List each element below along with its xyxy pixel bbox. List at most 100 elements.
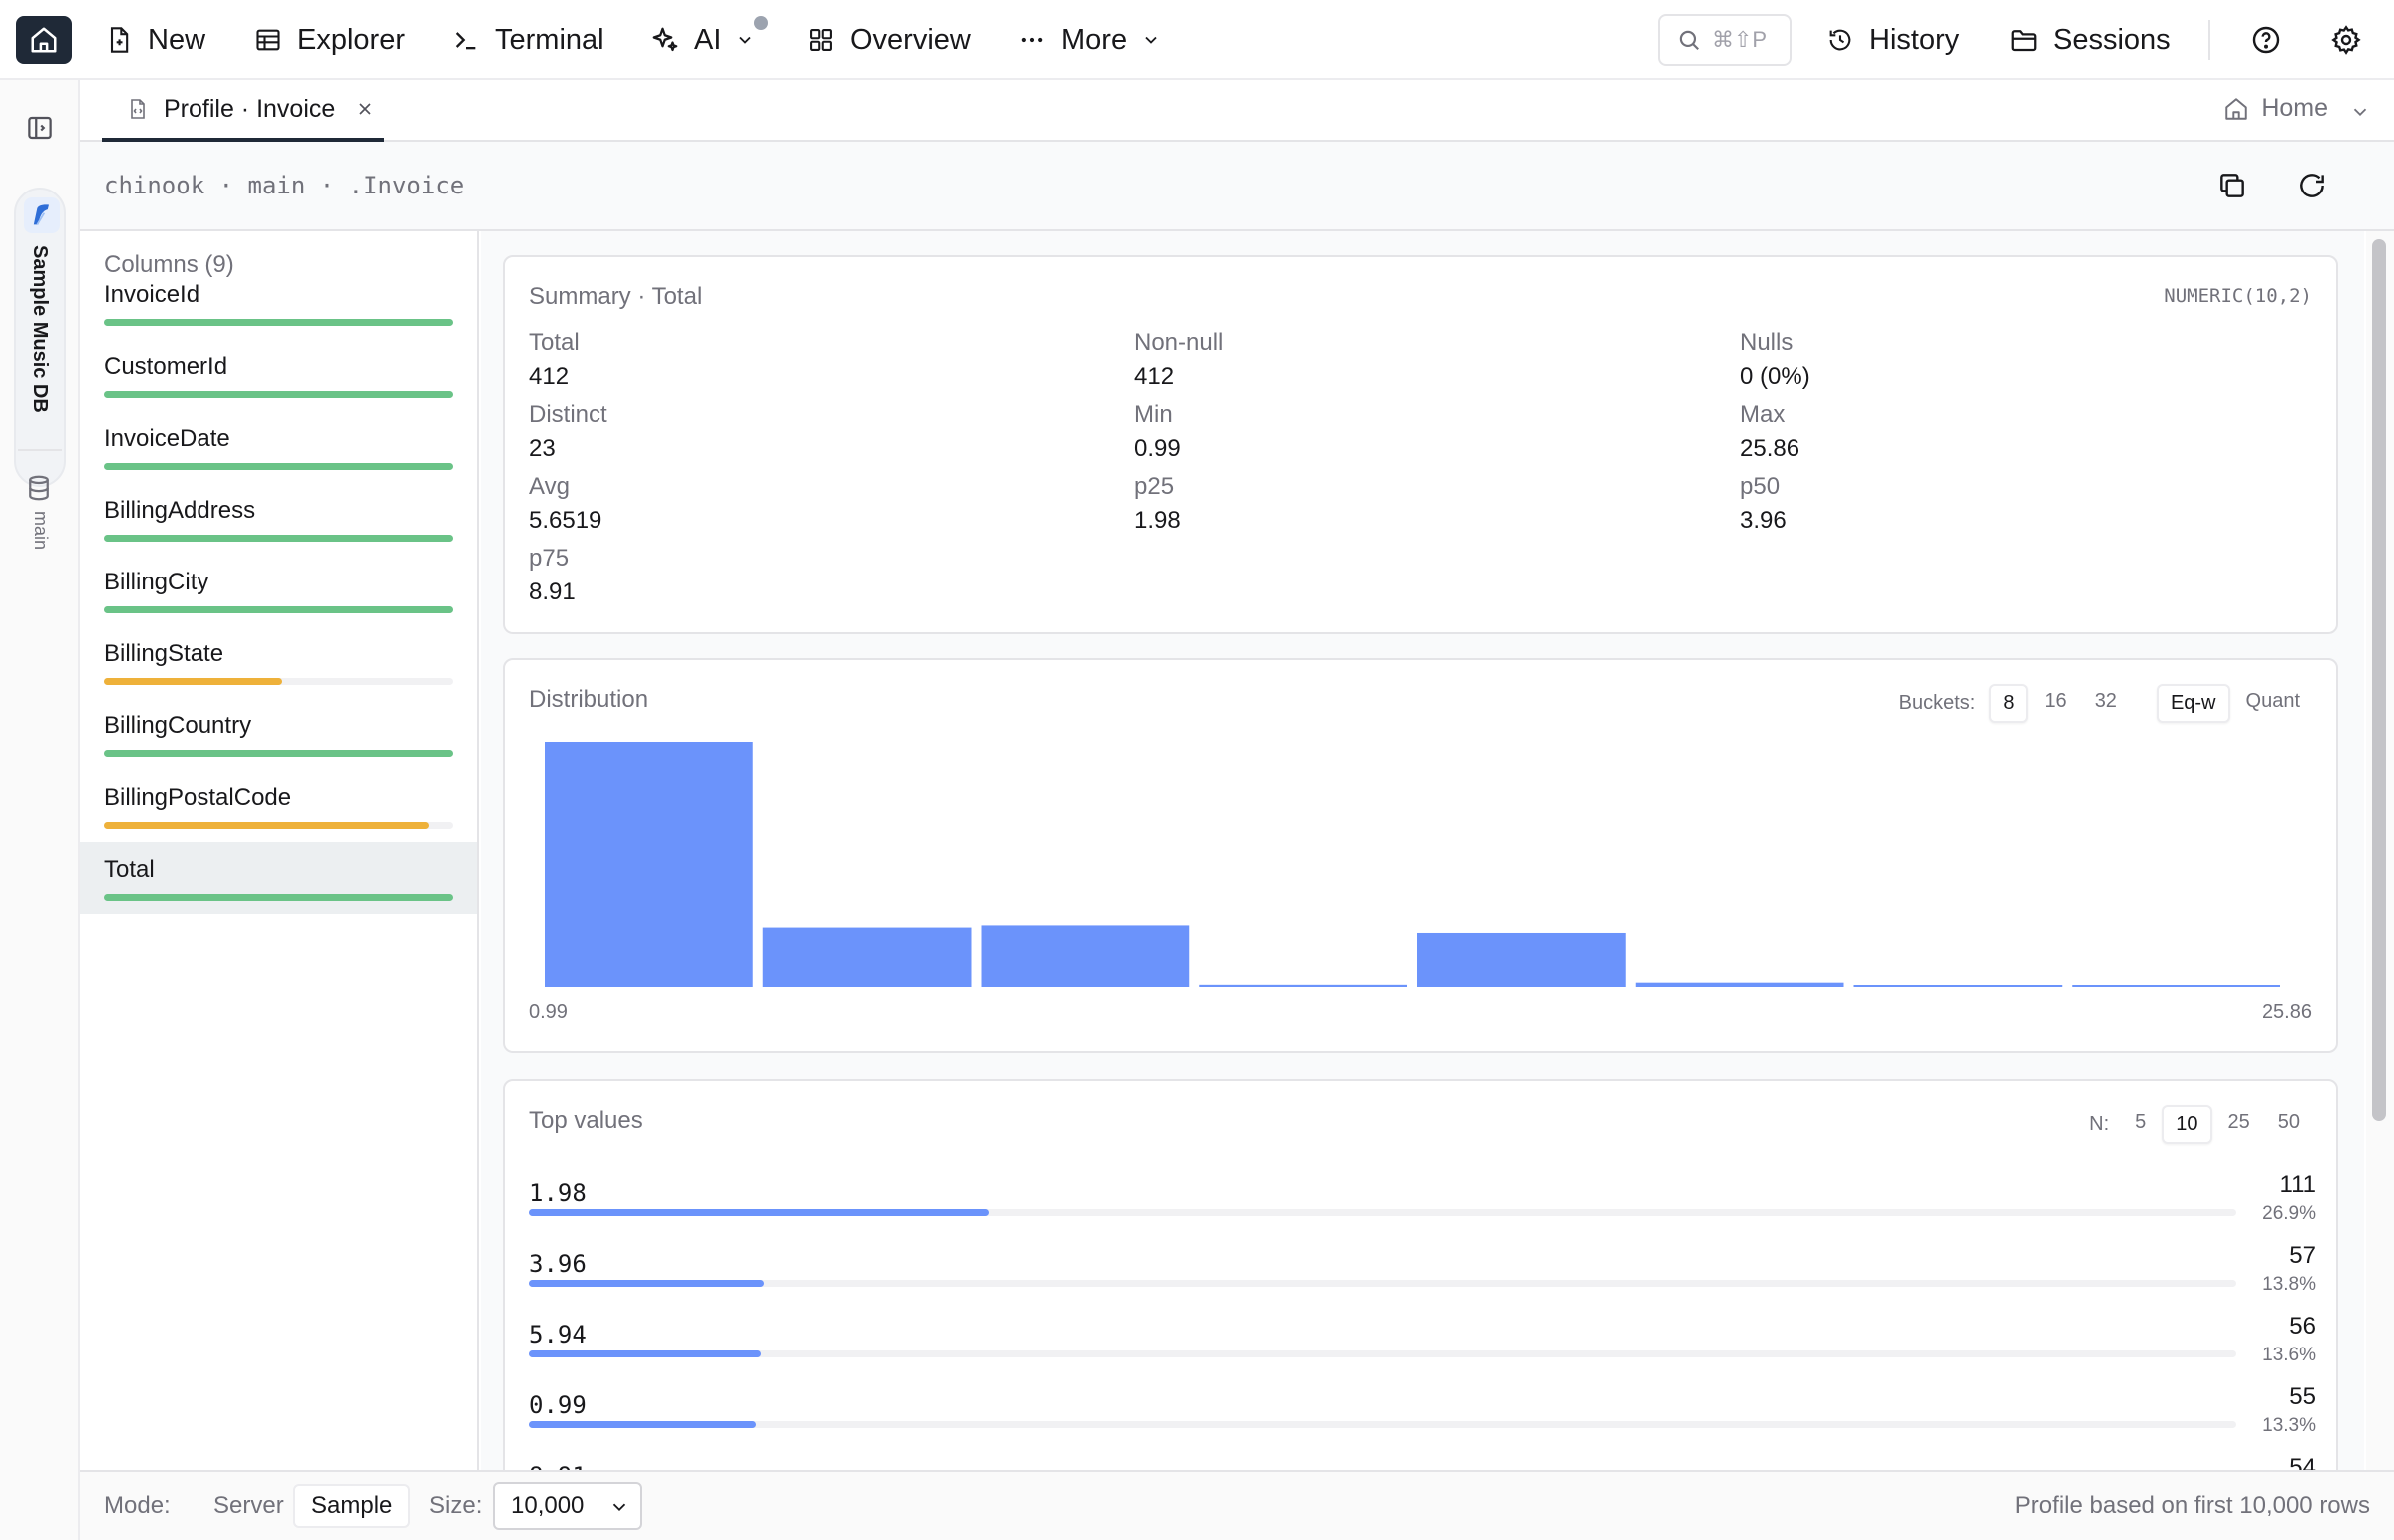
histogram-bar[interactable] [1199, 984, 1407, 987]
sessions-label: Sessions [2053, 23, 2171, 56]
completeness-track [104, 319, 453, 326]
top-value-row[interactable]: 1.98 111 26.9% [529, 1171, 2316, 1249]
column-item[interactable]: Total [80, 842, 477, 914]
column-item[interactable]: BillingCountry [80, 698, 477, 770]
histogram-bar[interactable] [545, 742, 753, 987]
refresh-icon [2300, 174, 2324, 197]
buckets-label: Buckets: [1898, 692, 1976, 714]
n-label: N: [2089, 1113, 2110, 1135]
top-n-option[interactable]: 25 [2227, 1111, 2250, 1133]
column-item[interactable]: BillingAddress [80, 483, 477, 555]
more-button[interactable]: More [1017, 18, 1161, 62]
more-dots-icon [1017, 25, 1047, 55]
stat-item: p50 3.96 [1740, 473, 1787, 535]
toggle-sidebar-button[interactable] [18, 106, 62, 150]
completeness-track [104, 822, 453, 829]
summary-title: Summary · Total [529, 283, 703, 310]
bucketing-mode-option[interactable]: Quant [2245, 690, 2300, 712]
stat-label: Distinct [529, 401, 607, 428]
column-item[interactable]: BillingCity [80, 555, 477, 626]
completeness-track [104, 463, 453, 470]
database-pill[interactable]: Sample Music DB [14, 188, 66, 487]
top-value: 3.96 [529, 1250, 587, 1278]
ai-button[interactable]: AI [650, 18, 755, 62]
column-item[interactable]: BillingPostalCode [80, 770, 477, 842]
histogram-chart [545, 742, 2280, 987]
column-item[interactable]: CustomerId [80, 339, 477, 411]
top-toolbar: New Explorer Terminal AI Overview More [0, 0, 2394, 80]
histogram-bar[interactable] [981, 925, 1190, 987]
completeness-track [104, 678, 453, 685]
stat-item: Nulls 0 (0%) [1740, 329, 1810, 391]
home-button[interactable] [16, 16, 72, 64]
tab-profile-invoice[interactable]: Profile · Invoice [102, 80, 384, 142]
stat-label: p50 [1740, 473, 1781, 500]
column-item[interactable]: BillingState [80, 626, 477, 698]
top-n-option[interactable]: 10 [2162, 1105, 2212, 1144]
scrollbar-thumb[interactable] [2372, 239, 2386, 1121]
column-list: Columns (9) InvoiceId CustomerId InvoiceDa… [80, 231, 479, 1470]
overview-button[interactable]: Overview [806, 18, 971, 62]
top-value-bar [529, 1280, 765, 1287]
home-icon [2225, 97, 2248, 120]
stat-value: 3.96 [1740, 507, 1787, 534]
column-name: Total [104, 856, 155, 883]
top-value-percent: 13.3% [2262, 1415, 2316, 1436]
histogram-bar[interactable] [2072, 985, 2280, 987]
completeness-track [104, 391, 453, 398]
command-search[interactable]: ⌘⇧P [1658, 14, 1792, 66]
folder-icon [2009, 25, 2039, 55]
history-button[interactable]: History [1825, 18, 1959, 62]
histogram-bar[interactable] [762, 927, 972, 987]
new-button[interactable]: New [104, 18, 205, 62]
explorer-button[interactable]: Explorer [253, 18, 405, 62]
bucketing-mode-option[interactable]: Eq-w [2156, 684, 2230, 723]
tab-bar: Profile · Invoice Home [80, 80, 2394, 142]
top-value-percent: 26.9% [2262, 1203, 2316, 1224]
tab-title: Profile · Invoice [164, 94, 336, 123]
top-value-percent: 13.8% [2262, 1274, 2316, 1295]
top-n-option[interactable]: 50 [2277, 1111, 2300, 1133]
sessions-button[interactable]: Sessions [2009, 18, 2171, 62]
column-item[interactable]: InvoiceDate [80, 411, 477, 483]
document-icon [126, 97, 150, 121]
column-item[interactable]: InvoiceId [80, 267, 477, 339]
top-value-row[interactable]: 5.94 56 13.6% [529, 1313, 2316, 1390]
top-value: 1.98 [529, 1179, 587, 1207]
top-value-row[interactable]: 3.96 57 13.8% [529, 1242, 2316, 1320]
histogram-bar[interactable] [1635, 982, 1844, 987]
bucket-option[interactable]: 8 [1989, 684, 2029, 723]
bucket-option[interactable]: 16 [2044, 690, 2067, 712]
path-bar: chinook · main · .Invoice [80, 142, 2394, 231]
top-n-option[interactable]: 5 [2135, 1111, 2147, 1133]
histogram-bar[interactable] [1417, 932, 1626, 987]
mode-server-option[interactable]: Server [213, 1492, 284, 1519]
top-value-row[interactable]: 0.99 55 13.3% [529, 1383, 2316, 1461]
sample-size-select[interactable]: 10,000 [493, 1482, 642, 1530]
histogram-bar[interactable] [1853, 985, 2063, 987]
sidebar-toggle-icon [28, 116, 52, 140]
top-value-bar [529, 1350, 761, 1357]
gear-icon [2331, 25, 2361, 55]
new-file-icon [104, 25, 134, 55]
terminal-button[interactable]: Terminal [451, 18, 604, 62]
top-value-row[interactable]: 8.91 54 [529, 1454, 2316, 1470]
chevron-down-icon [608, 1496, 630, 1518]
columns-header: Columns (9) [104, 251, 234, 278]
top-value-bar [529, 1421, 756, 1428]
close-icon[interactable] [355, 99, 375, 119]
mode-sample-option[interactable]: Sample [293, 1484, 411, 1528]
refresh-button[interactable] [2290, 164, 2334, 207]
main-scrollbar[interactable] [2366, 231, 2394, 1470]
schema-item[interactable]: main [14, 467, 66, 577]
tab-menu-button[interactable] [2338, 90, 2382, 134]
home-breadcrumb[interactable]: Home [2223, 94, 2328, 123]
top-value-track [529, 1350, 2236, 1357]
copy-button[interactable] [2210, 164, 2254, 207]
stat-item: Total 412 [529, 329, 580, 391]
stat-value: 23 [529, 435, 556, 462]
settings-button[interactable] [2324, 18, 2368, 62]
help-button[interactable] [2244, 18, 2288, 62]
bucket-option[interactable]: 32 [2094, 690, 2117, 712]
distribution-controls: Buckets: 8 16 32 Eq-w Quant [1899, 684, 2312, 723]
